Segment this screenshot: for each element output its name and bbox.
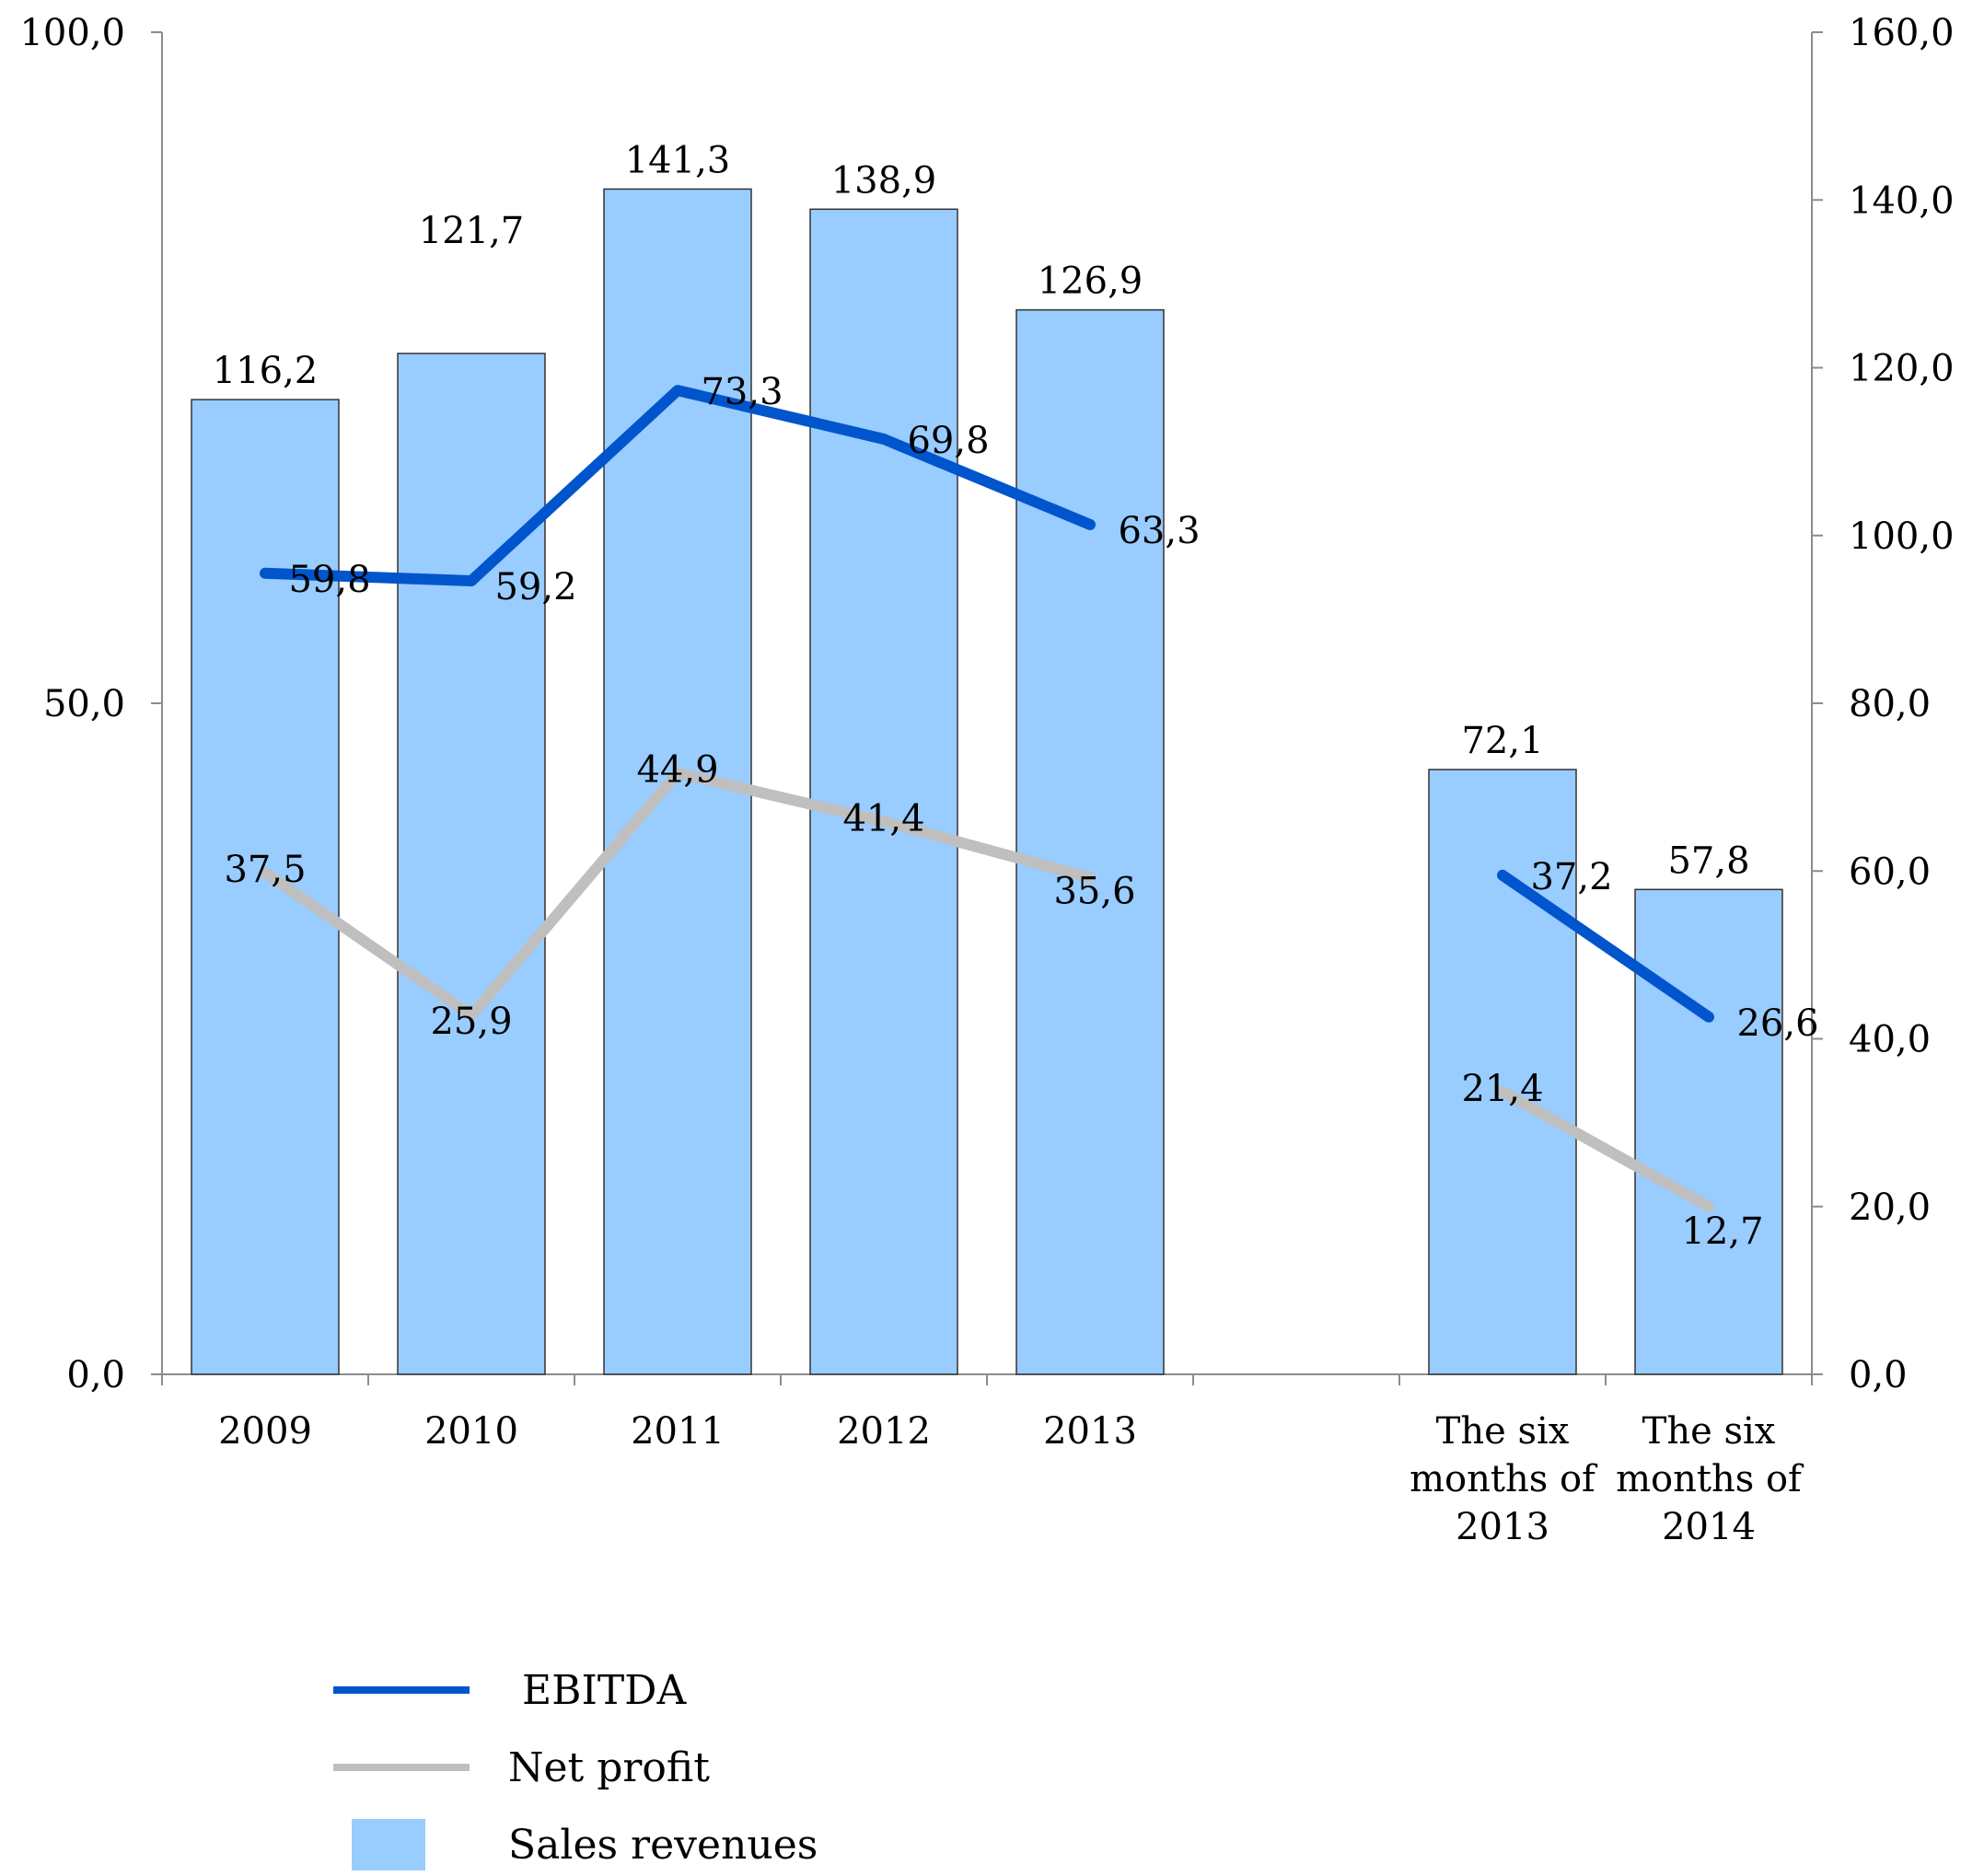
- legend-swatch: [352, 1819, 425, 1870]
- lines: [260, 385, 1714, 1212]
- left-tick-label: 0,0: [66, 1354, 125, 1396]
- line-data-label: 25,9: [430, 1001, 512, 1043]
- bars: [191, 188, 1783, 1375]
- x-tick-label: 2010: [424, 1410, 518, 1453]
- bar-data-label: 72,1: [1461, 720, 1543, 762]
- x-tick-label: 2011: [631, 1410, 725, 1453]
- bar: [1634, 888, 1783, 1375]
- left-tick-label: 50,0: [43, 683, 125, 725]
- line-data-label: 59,8: [288, 559, 370, 601]
- right-tick-label: 40,0: [1849, 1019, 1931, 1061]
- bar: [809, 208, 958, 1375]
- line-data-label: 37,2: [1530, 856, 1612, 898]
- bar: [397, 353, 546, 1375]
- bar-data-label: 116,2: [213, 350, 319, 392]
- right-tick-label: 160,0: [1849, 12, 1955, 54]
- line-data-label: 63,3: [1118, 510, 1200, 552]
- bar-data-label: 126,9: [1038, 261, 1143, 303]
- right-tick-label: 100,0: [1849, 515, 1955, 558]
- line-data-label: 73,3: [701, 371, 783, 413]
- right-tick-label: 140,0: [1849, 179, 1955, 222]
- line-data-label: 12,7: [1681, 1210, 1763, 1253]
- bar: [1015, 308, 1165, 1375]
- line-data-label: 59,2: [494, 566, 576, 608]
- line-data-label: 26,6: [1736, 1002, 1818, 1045]
- left-tick-label: 100,0: [19, 12, 125, 54]
- line-data-label: 21,4: [1461, 1068, 1543, 1110]
- x-tick-label: 2009: [218, 1410, 312, 1453]
- legend-label: Sales revenues: [508, 1822, 818, 1869]
- right-tick-label: 0,0: [1849, 1354, 1908, 1396]
- bar-data-label: 121,7: [419, 210, 525, 252]
- x-tick-label: The six months of 2013: [1410, 1410, 1598, 1548]
- series-line: [260, 767, 1096, 1021]
- series-line: [1497, 869, 1714, 1023]
- right-tick-label: 20,0: [1849, 1187, 1931, 1229]
- line-data-label: 44,9: [636, 749, 718, 792]
- line-data-label: 35,6: [1053, 871, 1135, 913]
- data-labels: 116,2 121,7 141,3 138,9 126,9 72,1 57,8 59,8 59,…: [213, 139, 1819, 1252]
- bar-data-label: 138,9: [831, 159, 937, 202]
- right-tick-label: 120,0: [1849, 348, 1955, 390]
- bar-data-label: 141,3: [625, 139, 731, 181]
- right-tick-label: 60,0: [1849, 851, 1931, 893]
- x-tick-label: The six months of 2014: [1616, 1410, 1804, 1548]
- right-tick-label: 80,0: [1849, 683, 1931, 725]
- axes: 0,0 50,0 100,0 0,0 20,0 40,0 60,0 80,0 100,0 120,…: [19, 12, 1954, 1548]
- line-data-label: 37,5: [224, 849, 306, 891]
- series-line: [260, 385, 1096, 586]
- legend: EBITDA Net profit Sales revenues: [333, 1667, 818, 1870]
- bar-data-label: 57,8: [1667, 840, 1749, 882]
- series-line: [1497, 1085, 1714, 1212]
- x-tick-label: 2012: [837, 1410, 931, 1453]
- legend-label: EBITDA: [522, 1667, 687, 1714]
- line-data-label: 41,4: [842, 797, 924, 840]
- line-data-label: 69,8: [907, 420, 989, 462]
- x-tick-label: 2013: [1043, 1410, 1137, 1453]
- bar: [191, 399, 340, 1375]
- legend-label: Net profit: [508, 1744, 710, 1791]
